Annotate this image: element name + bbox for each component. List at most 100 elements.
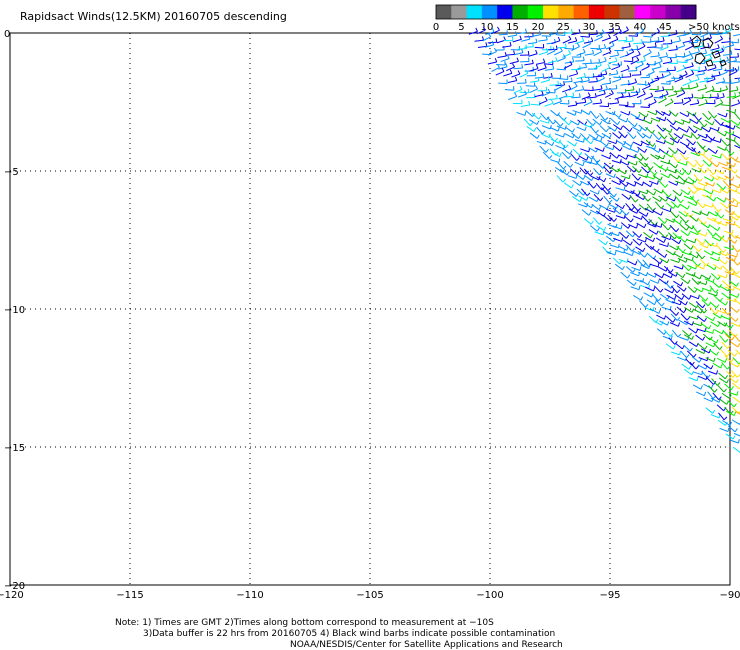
wind-barb-flag xyxy=(563,144,566,150)
wind-barb-flag xyxy=(650,92,654,97)
wind-barb xyxy=(722,330,730,338)
wind-barb-flag xyxy=(657,36,660,42)
latitude-tick-labels: 0−5−10−15−20 xyxy=(4,29,25,592)
wind-barb-flag xyxy=(541,90,544,95)
wind-barb xyxy=(706,217,716,223)
latitude-label: −10 xyxy=(4,305,25,316)
wind-barb-flag xyxy=(734,109,737,114)
legend-swatch xyxy=(558,5,575,19)
wind-barb xyxy=(583,168,591,176)
wind-barb-flag xyxy=(716,304,720,309)
wind-barb-flag xyxy=(582,175,586,180)
wind-barb-flag xyxy=(619,260,623,265)
wind-barb xyxy=(669,137,678,144)
wind-barb-flag xyxy=(683,150,687,155)
wind-barb-flag xyxy=(711,203,714,208)
wind-barb xyxy=(669,308,677,316)
wind-barb-flag xyxy=(544,96,548,101)
wind-barb-flag xyxy=(497,26,500,31)
wind-barb xyxy=(605,173,615,178)
wind-barb xyxy=(716,183,724,190)
wind-barb xyxy=(729,439,739,444)
wind-barb-flag xyxy=(716,382,721,386)
wind-barb xyxy=(692,244,700,252)
wind-barb-flag xyxy=(704,49,707,54)
wind-barb xyxy=(644,95,653,101)
wind-barb-flag xyxy=(670,98,674,103)
wind-barb-flag xyxy=(727,189,730,194)
wind-barb-flag xyxy=(676,214,680,219)
wind-barb-flag xyxy=(661,273,665,278)
wind-barb xyxy=(476,29,486,35)
wind-barb xyxy=(697,87,707,92)
wind-barb xyxy=(650,147,659,153)
wind-barb-flag xyxy=(639,70,642,75)
wind-barb-flag xyxy=(637,148,640,153)
wind-barb xyxy=(732,95,740,100)
wind-barb-flag xyxy=(585,63,587,68)
wind-barb-flag xyxy=(669,235,672,240)
wind-barb xyxy=(686,110,695,117)
wind-barb xyxy=(697,305,705,314)
wind-barb xyxy=(716,309,726,314)
wind-barb-flag xyxy=(609,217,613,222)
wind-barb-flag xyxy=(717,126,720,132)
wind-barb xyxy=(730,266,737,275)
wind-barb xyxy=(596,176,605,183)
wind-barb xyxy=(542,151,550,159)
wind-barb-flag xyxy=(552,47,556,52)
wind-barb-flag xyxy=(675,312,680,316)
wind-barb-flag xyxy=(730,386,734,391)
wind-barb-flag xyxy=(516,57,519,62)
wind-barb xyxy=(702,154,711,162)
wind-barb-flag xyxy=(595,135,599,140)
wind-barb xyxy=(602,231,612,236)
wind-barb-flag xyxy=(638,168,642,173)
wind-barb-flag xyxy=(487,33,492,37)
wind-barb xyxy=(666,294,675,300)
wind-barb xyxy=(720,349,728,357)
wind-barb xyxy=(630,59,640,65)
wind-barb xyxy=(719,398,728,405)
wind-barb-flag xyxy=(672,85,674,90)
wind-barb xyxy=(665,79,675,83)
wind-barb-flag xyxy=(700,321,703,326)
wind-barb xyxy=(605,110,615,116)
wind-barb xyxy=(630,286,640,291)
wind-barb-flag xyxy=(702,35,705,40)
wind-barb-flag xyxy=(668,193,672,198)
wind-barb-flag xyxy=(628,42,631,47)
wind-barb xyxy=(543,63,553,66)
wind-barb-flag xyxy=(588,110,592,115)
wind-barb-flag xyxy=(676,126,680,131)
wind-barb-flag xyxy=(605,85,608,90)
wind-barb-flag xyxy=(637,207,642,212)
wind-barb-flag xyxy=(660,223,663,228)
wind-barb xyxy=(660,293,669,300)
wind-barb-flag xyxy=(590,59,592,64)
wind-barb xyxy=(625,230,634,238)
wind-barb xyxy=(646,299,655,306)
wind-barb-flag xyxy=(663,95,667,100)
wind-barb-flag xyxy=(657,262,660,267)
wind-barb xyxy=(721,361,728,370)
wind-barb xyxy=(709,349,717,356)
wind-barb-flag xyxy=(492,28,495,33)
wind-barb xyxy=(517,32,527,35)
wind-barb-flag xyxy=(513,50,516,55)
wind-barb xyxy=(600,187,608,195)
wind-barb-flag xyxy=(682,41,686,47)
wind-barb xyxy=(703,363,712,370)
wind-barb-flag xyxy=(599,197,604,202)
wind-barb xyxy=(677,299,686,306)
wind-barb xyxy=(658,98,667,104)
wind-barb-flag xyxy=(737,363,740,368)
wind-barb xyxy=(652,223,662,228)
wind-barb xyxy=(728,425,736,433)
legend-swatch xyxy=(543,5,559,19)
wind-barb-flag xyxy=(598,221,603,225)
wind-barb xyxy=(678,127,688,133)
wind-barb xyxy=(529,132,538,139)
wind-barb xyxy=(583,40,593,44)
wind-barb-flag xyxy=(711,177,715,182)
